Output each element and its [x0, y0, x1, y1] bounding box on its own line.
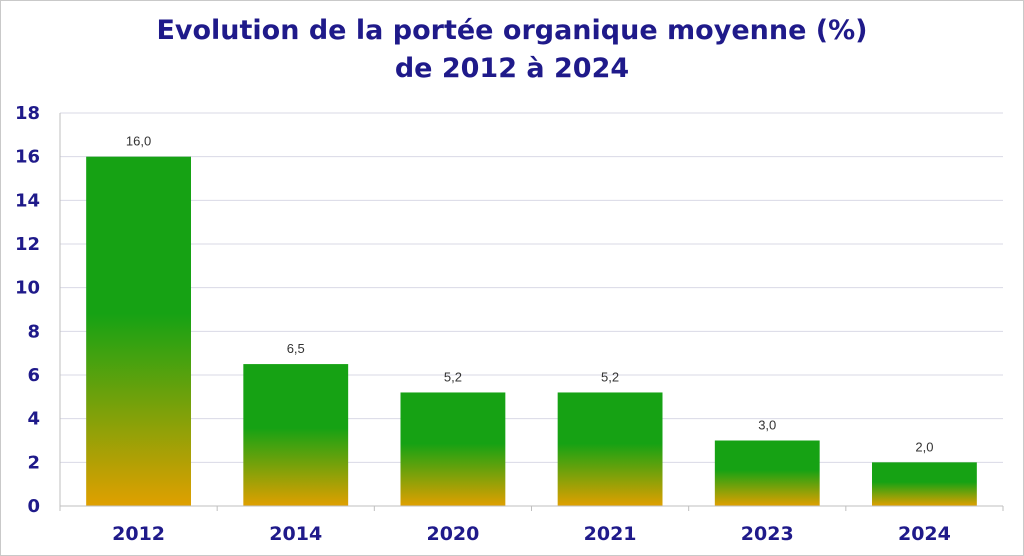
data-label: 16,0	[126, 134, 151, 149]
y-tick-label: 2	[27, 452, 40, 473]
data-label: 6,5	[287, 341, 305, 356]
bar	[714, 440, 820, 506]
bar	[872, 462, 977, 506]
bars	[86, 156, 977, 506]
x-tick-label: 2024	[898, 523, 951, 545]
data-label: 5,2	[444, 369, 462, 384]
chart-title-line-2: de 2012 à 2024	[394, 53, 630, 84]
chart-title-line-1: Evolution de la portée organique moyenne…	[156, 15, 868, 46]
y-tick-label: 16	[15, 147, 40, 168]
y-tick-label: 6	[27, 365, 40, 386]
y-tick-label: 8	[27, 321, 40, 342]
gridlines	[60, 112, 1003, 463]
bar	[86, 156, 191, 506]
data-label: 2,0	[915, 439, 933, 454]
data-label: 3,0	[758, 418, 776, 433]
x-tick-label: 2012	[112, 523, 165, 545]
y-tick-label: 12	[15, 234, 40, 255]
y-tick-label: 14	[15, 190, 40, 211]
data-labels: 16,0 6,5 5,2 5,2 3,0 2,0	[126, 134, 934, 455]
y-axis-ticks: 0 2 4 6 8 10 12 14 16 18	[15, 103, 40, 517]
y-tick-label: 18	[15, 103, 40, 124]
x-tick-label: 2014	[269, 523, 322, 545]
chart-title: Evolution de la portée organique moyenne…	[0, 12, 1024, 88]
x-tick-label: 2021	[584, 523, 637, 545]
y-tick-label: 0	[27, 496, 40, 517]
y-tick-label: 4	[27, 409, 40, 430]
x-tick-label: 2020	[426, 523, 479, 545]
x-axis-ticks: 2012 2014 2020 2021 2023 2024	[112, 523, 951, 545]
bar	[557, 392, 663, 506]
y-tick-label: 10	[15, 278, 40, 299]
x-tick-label: 2023	[741, 523, 794, 545]
bar	[243, 364, 349, 506]
data-label: 5,2	[601, 369, 619, 384]
axes	[59, 113, 1004, 511]
bar	[400, 392, 506, 506]
